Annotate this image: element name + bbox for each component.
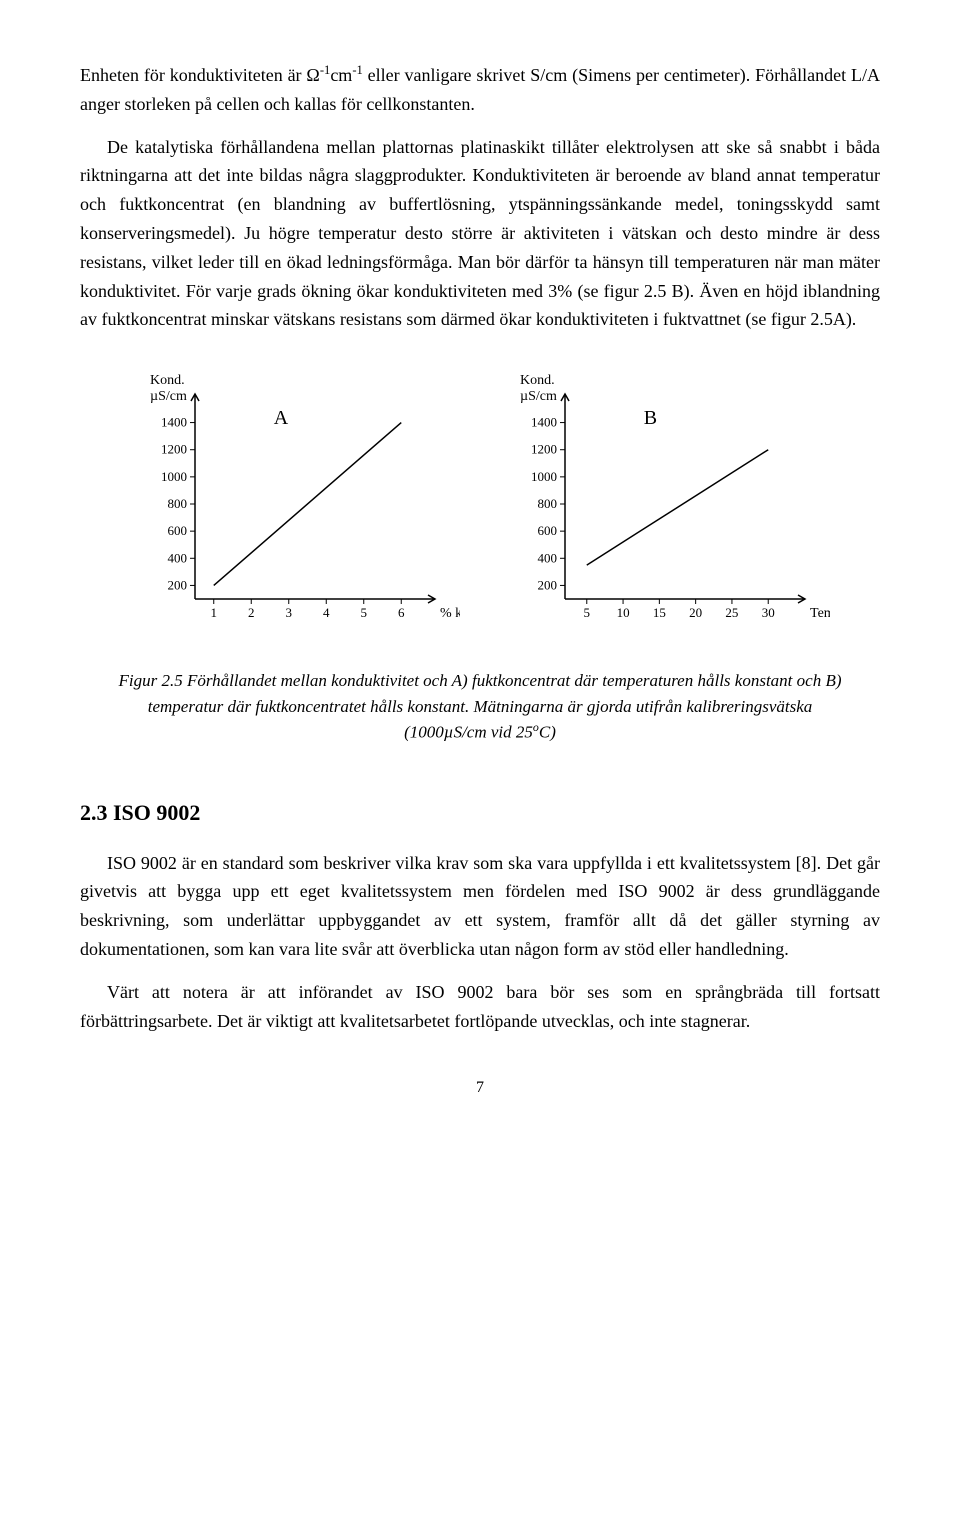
- svg-text:1000: 1000: [161, 469, 187, 484]
- chart-a: Kond.µS/cm 200 400 600 800 1000 1200 1400 1 2 3 4 5 6…: [130, 364, 460, 644]
- svg-text:1400: 1400: [531, 415, 557, 430]
- svg-text:Kond.: Kond.: [150, 373, 185, 388]
- svg-text:% konc.: % konc.: [440, 606, 460, 621]
- svg-text:Kond.: Kond.: [520, 373, 555, 388]
- svg-text:A: A: [274, 407, 289, 429]
- page-number: 7: [80, 1075, 880, 1101]
- section-heading: 2.3 ISO 9002: [80, 795, 880, 830]
- svg-text:µS/cm: µS/cm: [520, 389, 557, 404]
- paragraph-2: De katalytiska förhållandena mellan plat…: [80, 133, 880, 335]
- svg-text:1000: 1000: [531, 469, 557, 484]
- figure-caption: Figur 2.5 Förhållandet mellan konduktivi…: [110, 668, 850, 745]
- svg-text:4: 4: [323, 605, 330, 620]
- svg-text:6: 6: [398, 605, 405, 620]
- charts-row: Kond.µS/cm200400600800100012001400123456…: [80, 364, 880, 644]
- svg-text:15: 15: [653, 605, 666, 620]
- svg-text:Temp ºC: Temp ºC: [810, 606, 830, 621]
- svg-text:1200: 1200: [161, 442, 187, 457]
- svg-text:25: 25: [725, 605, 738, 620]
- paragraph-1: Enheten för konduktiviteten är Ω-1cm-1 e…: [80, 60, 880, 119]
- paragraph-4: Värt att notera är att införandet av ISO…: [80, 978, 880, 1036]
- svg-text:µS/cm: µS/cm: [150, 389, 187, 404]
- svg-text:5: 5: [361, 605, 368, 620]
- svg-text:3: 3: [286, 605, 293, 620]
- svg-text:B: B: [644, 407, 657, 429]
- svg-text:800: 800: [168, 496, 188, 511]
- svg-text:1: 1: [211, 605, 218, 620]
- svg-text:600: 600: [168, 523, 188, 538]
- paragraph-3: ISO 9002 är en standard som beskriver vi…: [80, 849, 880, 964]
- svg-text:200: 200: [168, 578, 188, 593]
- svg-text:30: 30: [762, 605, 775, 620]
- svg-text:200: 200: [538, 578, 558, 593]
- svg-text:20: 20: [689, 605, 702, 620]
- svg-text:5: 5: [584, 605, 591, 620]
- svg-text:800: 800: [538, 496, 558, 511]
- svg-text:1400: 1400: [161, 415, 187, 430]
- chart-b: Kond.µS/cm 200 400 600 800 1000 1200 1400 5 10 15 2…: [500, 364, 830, 644]
- svg-text:10: 10: [617, 605, 630, 620]
- svg-text:1200: 1200: [531, 442, 557, 457]
- svg-text:400: 400: [538, 550, 558, 565]
- svg-text:400: 400: [168, 550, 188, 565]
- svg-text:600: 600: [538, 523, 558, 538]
- svg-text:2: 2: [248, 605, 255, 620]
